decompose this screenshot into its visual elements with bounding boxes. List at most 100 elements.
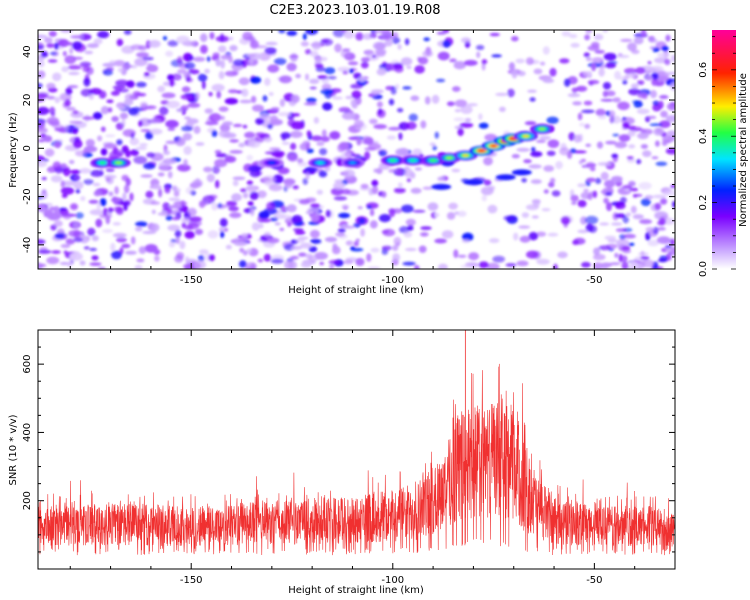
heatmap-cell xyxy=(51,250,61,254)
heatmap-cell xyxy=(228,206,239,212)
heatmap-cell xyxy=(658,100,664,109)
heatmap-cell xyxy=(154,255,160,262)
heatmap-cell xyxy=(267,64,280,73)
heatmap-cell xyxy=(306,148,314,154)
heatmap-cell xyxy=(309,78,320,85)
heatmap-cell xyxy=(193,56,206,62)
heatmap-cell xyxy=(615,228,627,233)
heatmap-cell xyxy=(453,60,466,70)
heatmap-cell xyxy=(418,56,429,65)
heatmap-cell xyxy=(536,258,550,265)
heatmap-cell xyxy=(130,149,139,157)
signal-secondary-point xyxy=(495,174,516,181)
heatmap-cell xyxy=(200,44,208,54)
heatmap-cell xyxy=(669,238,675,246)
heatmap-cell xyxy=(521,178,527,183)
heatmap-cell xyxy=(540,61,546,66)
heatmap-cell xyxy=(516,147,531,152)
signal-point xyxy=(490,144,497,148)
heatmap-cell xyxy=(656,227,667,231)
heatmap-cell xyxy=(238,142,246,148)
heatmap-cell xyxy=(293,228,304,232)
heatmap-cell xyxy=(110,242,116,252)
heatmap-cell xyxy=(341,225,355,229)
heatmap-cell xyxy=(593,262,603,269)
heatmap-cell xyxy=(376,101,383,108)
colorbar-ticks: 0.0 0.2 0.4 0.6 xyxy=(698,36,736,277)
heatmap-cell xyxy=(375,42,386,51)
heatmap-cell xyxy=(335,232,346,237)
heatmap-cell xyxy=(638,182,652,190)
heatmap-cell xyxy=(527,89,537,93)
heatmap-cell xyxy=(551,190,561,197)
heatmap-cell xyxy=(241,233,249,238)
heatmap-cell xyxy=(614,252,619,258)
heatmap-cell xyxy=(303,102,317,106)
heatmap-cell xyxy=(128,108,139,116)
heatmap-cell xyxy=(319,148,328,156)
heatmap-cell xyxy=(508,62,515,71)
heatmap-cell xyxy=(70,35,84,39)
heatmap-cell xyxy=(454,99,468,108)
heatmap-cell xyxy=(573,150,587,154)
heatmap-cell xyxy=(329,264,335,269)
heatmap-cell xyxy=(414,265,420,269)
y-tick-label: 200 xyxy=(22,491,33,510)
heatmap-cell xyxy=(546,116,559,125)
heatmap-cell xyxy=(179,240,186,250)
heatmap-cell xyxy=(54,127,59,131)
heatmap-cell xyxy=(309,50,319,58)
heatmap-cell xyxy=(436,78,446,83)
heatmap-cell xyxy=(83,145,98,153)
heatmap-cell xyxy=(262,175,277,184)
colorbar: 0.0 0.2 0.4 0.6 Normalized spectral amplitu… xyxy=(698,30,749,277)
heatmap-cell xyxy=(271,150,285,158)
heatmap-cell xyxy=(650,90,657,99)
heatmap-cell xyxy=(529,97,536,102)
heatmap-cell xyxy=(325,209,332,218)
heatmap-cell xyxy=(233,59,245,67)
heatmap-cell xyxy=(54,96,61,104)
heatmap-cell xyxy=(219,33,225,43)
heatmap-cell xyxy=(73,229,81,239)
heatmap-cell xyxy=(75,150,87,157)
heatmap-cell xyxy=(184,62,196,70)
heatmap-cell xyxy=(224,97,239,105)
signal-point xyxy=(99,161,106,165)
heatmap-cell xyxy=(621,261,629,269)
heatmap-cell xyxy=(604,179,616,188)
heatmap-cell xyxy=(171,73,182,81)
heatmap-cell xyxy=(86,43,99,49)
heatmap-cell xyxy=(150,223,160,232)
heatmap-cell xyxy=(283,260,294,269)
heatmap-cell xyxy=(162,36,168,41)
heatmap-cell xyxy=(306,130,312,138)
heatmap-cell xyxy=(561,31,571,37)
heatmap-cell xyxy=(50,175,63,183)
heatmap-cell xyxy=(135,226,143,232)
heatmap-cell xyxy=(157,85,166,93)
heatmap-cell xyxy=(507,88,515,98)
heatmap-cell xyxy=(418,245,427,253)
heatmap-cell xyxy=(489,238,500,244)
heatmap-cell xyxy=(185,186,195,195)
heatmap-cell xyxy=(324,67,336,75)
heatmap-cell xyxy=(603,52,617,61)
heatmap-cell xyxy=(353,241,359,247)
heatmap-cell xyxy=(467,103,478,107)
heatmap-cell xyxy=(59,208,69,216)
heatmap-cell xyxy=(206,173,215,183)
heatmap-cell xyxy=(244,131,256,139)
heatmap-cell xyxy=(266,237,280,244)
heatmap-cell xyxy=(345,240,354,246)
heatmap-cell xyxy=(605,90,616,97)
heatmap-cell xyxy=(287,222,292,227)
heatmap-cell xyxy=(316,189,323,195)
heatmap-cell xyxy=(616,238,630,248)
heatmap-cell xyxy=(60,30,73,33)
heatmap-cell xyxy=(656,236,671,244)
heatmap-cell xyxy=(399,147,409,155)
heatmap-cell xyxy=(168,241,176,248)
heatmap-cell xyxy=(167,40,179,47)
heatmap-cell xyxy=(222,121,233,126)
